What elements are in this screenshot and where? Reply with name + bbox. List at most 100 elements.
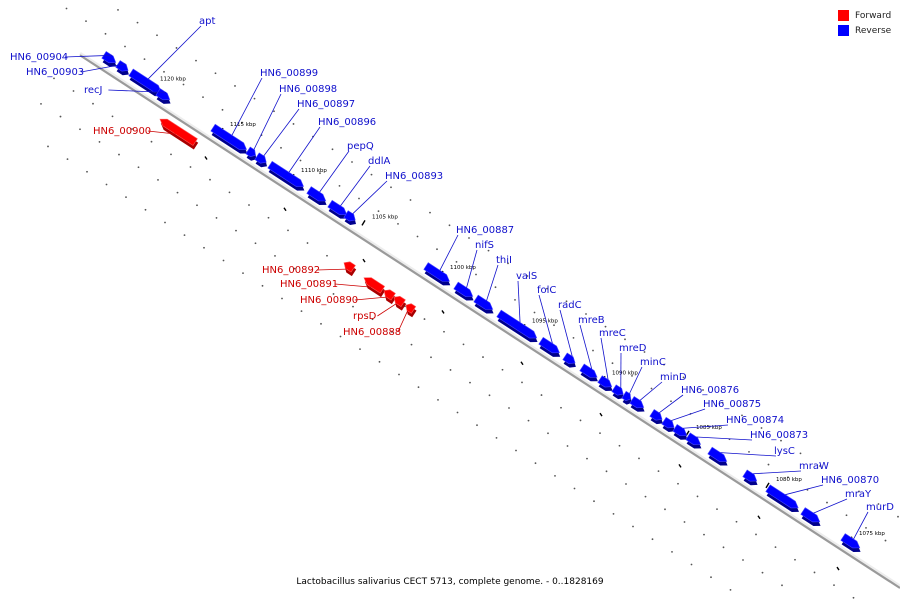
gene-HN6_00898[interactable] [245, 146, 257, 161]
ruler-dot [605, 470, 608, 473]
ruler-dot [741, 414, 743, 417]
legend-forward-swatch [838, 10, 849, 21]
gene-HN6_00887[interactable] [423, 262, 451, 286]
gene-rpsD[interactable] [393, 295, 407, 311]
label-leader [377, 303, 397, 317]
gene-label: minD [660, 372, 687, 383]
gene-valS[interactable] [496, 309, 538, 343]
ruler-dot [117, 9, 119, 11]
gene-HN6_00892[interactable] [343, 261, 357, 277]
ruler-dot [156, 34, 158, 37]
ruler-dot [410, 343, 413, 346]
ruler-dot [338, 184, 341, 187]
gene-arrow [343, 261, 356, 273]
tick-label: 1100 kbp [450, 265, 476, 271]
ruler-dot [215, 217, 218, 219]
gene-murD[interactable] [840, 533, 861, 552]
ruler-dot [136, 21, 139, 24]
gene-mraY[interactable] [800, 507, 821, 526]
ruler-dot [306, 242, 309, 244]
gene-label: ddlA [368, 156, 390, 167]
tick-label: 1080 kbp [776, 477, 802, 483]
ruler-dot [729, 588, 732, 591]
ruler-dot [377, 210, 380, 213]
ruler-dot [546, 287, 548, 290]
label-leader [354, 296, 387, 301]
gene-lysC[interactable] [707, 446, 728, 466]
gene-folC[interactable] [538, 336, 561, 357]
minor-tick [362, 258, 366, 263]
ruler-dot [111, 115, 114, 118]
gene-label: recJ [84, 85, 103, 96]
label-leader [559, 309, 573, 357]
label-leader [538, 294, 553, 344]
gene-label: HN6_00874 [726, 415, 784, 426]
gene-HN6_00875[interactable] [661, 416, 675, 432]
gene-HN6_00897[interactable] [254, 152, 268, 168]
gene-HN6_00896[interactable] [267, 160, 305, 191]
ruler-dot [494, 286, 497, 289]
ruler-dot [189, 166, 192, 168]
ruler-dot [371, 318, 374, 321]
ruler-dot [624, 338, 626, 341]
gene-HN6_00893[interactable] [343, 210, 357, 226]
gene-mreB[interactable] [579, 363, 598, 382]
label-leader [80, 63, 126, 73]
gene-mreC[interactable] [597, 375, 613, 392]
ruler-dot [300, 310, 303, 313]
gene-HN6_00888[interactable] [405, 303, 417, 318]
ruler-dot [703, 533, 705, 536]
gene-recJ[interactable] [155, 88, 171, 104]
gene-pepQ[interactable] [306, 186, 327, 206]
gene-HN6_00873[interactable] [685, 432, 702, 449]
gene-HN6_00903[interactable] [115, 60, 129, 76]
ruler-dot [164, 221, 166, 224]
ruler-dot [632, 525, 634, 528]
label-leader [319, 150, 350, 193]
gene-arrow [579, 363, 598, 378]
ruler-dot [292, 123, 295, 125]
ruler-dot [508, 407, 510, 409]
gene-HN6_00870[interactable] [765, 484, 799, 512]
ruler-dot [593, 500, 595, 503]
ruler-dot [515, 449, 517, 452]
gene-mreD[interactable] [611, 384, 625, 400]
ruler-dot [585, 313, 587, 315]
gene-nifS[interactable] [453, 281, 474, 301]
tick-label: 1085 kbp [696, 425, 722, 431]
ruler-dot [644, 495, 647, 498]
ruler-dot [261, 284, 264, 287]
gene-thiI[interactable] [473, 294, 494, 314]
ruler-dot [183, 234, 186, 237]
gene-minC[interactable] [621, 390, 632, 405]
minor-tick [520, 361, 524, 366]
ruler-dot [742, 559, 744, 561]
gene-mraW[interactable] [742, 469, 758, 486]
gene-HN6_00904[interactable] [101, 51, 117, 67]
gene-HN6_00891[interactable] [363, 277, 386, 298]
ruler-dot [221, 108, 224, 111]
gene-ddlA[interactable] [327, 199, 348, 219]
ruler-dot [378, 360, 381, 363]
gene-label: mreC [599, 328, 626, 339]
ruler-dot [671, 550, 673, 553]
gene-HN6_00890[interactable] [383, 289, 397, 305]
gene-HN6_00874[interactable] [672, 424, 688, 440]
ruler-dot [409, 199, 412, 201]
ruler-dot [124, 45, 126, 48]
ruler-dot [370, 173, 373, 176]
gene-radC[interactable] [562, 352, 576, 368]
label-leader [671, 408, 706, 421]
ruler-dot [657, 470, 660, 472]
ruler-dot [540, 394, 543, 396]
backbone-shadow [79, 51, 900, 588]
gene-HN6_00900[interactable] [159, 118, 199, 150]
label-leader [853, 511, 869, 540]
ruler-dot [586, 457, 588, 460]
ruler-dot [877, 503, 880, 505]
ruler-dot [579, 419, 582, 422]
backbone [79, 51, 900, 589]
gene-HN6_00899[interactable] [210, 123, 248, 154]
ruler-dot [631, 374, 633, 377]
